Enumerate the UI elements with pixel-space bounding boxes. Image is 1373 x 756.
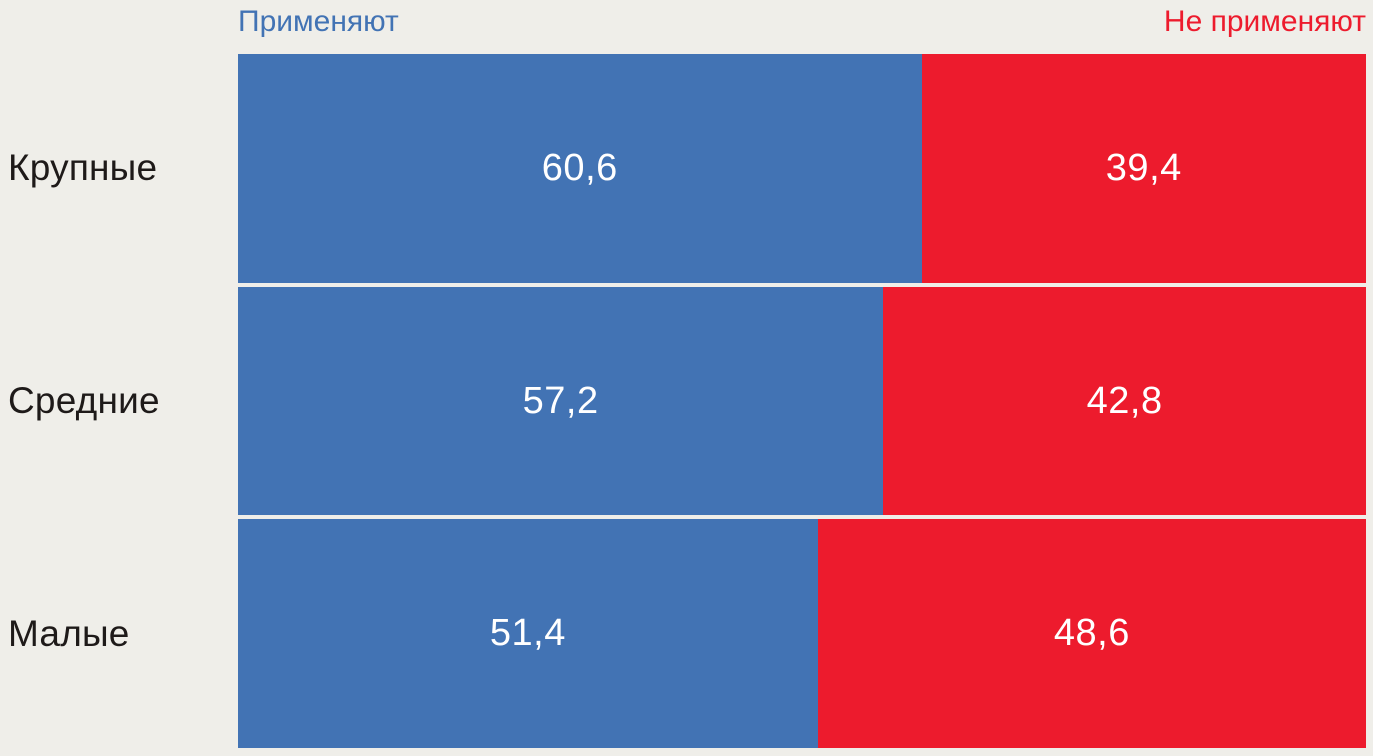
chart-legend: Применяют Не применяют	[238, 5, 1366, 39]
bar-row-srednie: Средние 57,2 42,8	[0, 286, 1366, 516]
bar-segment-not-applying: 42,8	[883, 286, 1366, 516]
legend-not-applying-label: Не применяют	[1163, 5, 1366, 38]
bar-srednie: 57,2 42,8	[238, 286, 1366, 516]
bar-segment-applying: 51,4	[238, 519, 818, 749]
category-label-krupnye: Крупные	[8, 147, 158, 189]
category-label-malye: Малые	[8, 612, 130, 654]
bar-segment-not-applying: 48,6	[817, 519, 1366, 749]
chart-rows: Крупные 60,6 39,4 Средние 57,2 42,8	[0, 54, 1366, 749]
value-label-applying: 57,2	[522, 379, 599, 422]
value-label-not-applying: 39,4	[1105, 146, 1182, 189]
bar-segment-applying: 57,2	[238, 286, 884, 516]
bar-row-malye: Малые 51,4 48,6	[0, 519, 1366, 749]
bar-row-krupnye: Крупные 60,6 39,4	[0, 54, 1366, 283]
bar-segment-applying: 60,6	[238, 54, 922, 283]
bar-segment-not-applying: 39,4	[921, 54, 1366, 283]
bar-malye: 51,4 48,6	[238, 519, 1366, 749]
legend-applying-label: Применяют	[238, 5, 399, 38]
bar-krupnye: 60,6 39,4	[238, 54, 1366, 283]
category-cell: Малые	[0, 519, 238, 748]
value-label-applying: 51,4	[489, 612, 566, 655]
category-label-srednie: Средние	[8, 380, 160, 421]
value-label-not-applying: 48,6	[1053, 612, 1130, 655]
value-label-applying: 60,6	[541, 146, 618, 189]
value-label-not-applying: 42,8	[1086, 379, 1163, 422]
category-cell: Средние	[0, 287, 238, 516]
category-cell: Крупные	[0, 54, 238, 283]
